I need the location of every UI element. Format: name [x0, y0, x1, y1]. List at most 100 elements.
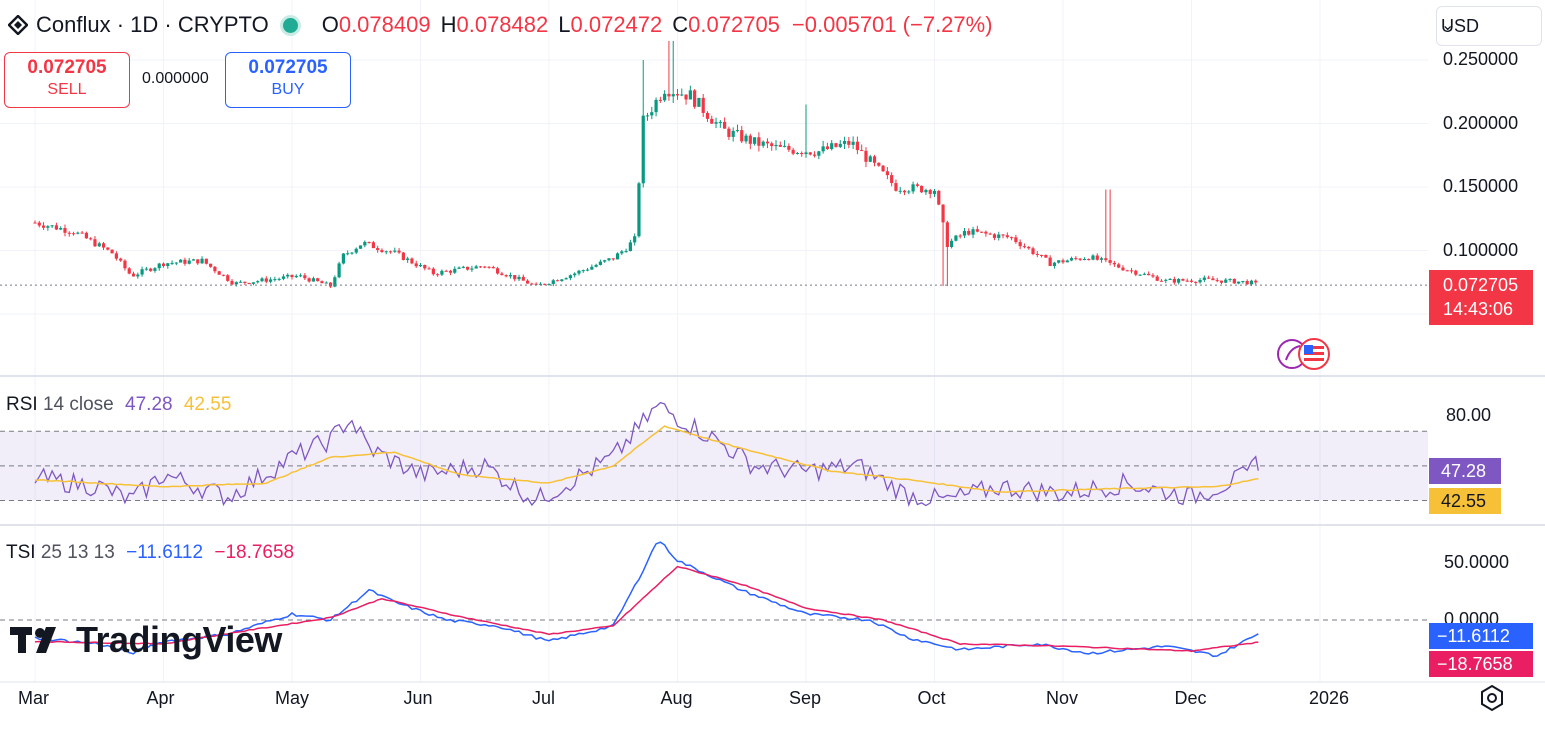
candle — [851, 136, 855, 150]
spread-value: 0.000000 — [142, 70, 209, 87]
candle — [808, 152, 812, 156]
low-value: 0.072472 — [570, 12, 663, 37]
candle — [962, 228, 967, 239]
chevron-down-icon: ⌄ — [1441, 17, 1455, 34]
candle — [436, 273, 440, 277]
candle — [1215, 277, 1219, 283]
candle — [397, 248, 401, 254]
candle — [320, 280, 324, 284]
candle — [324, 281, 328, 284]
candle — [872, 154, 877, 167]
candle — [1117, 262, 1121, 269]
symbol-title[interactable]: Conflux · 1D · CRYPTO — [36, 12, 269, 37]
time-axis-tick: Nov — [1046, 688, 1079, 708]
rsi-axis-tick: 80.00 — [1446, 405, 1492, 425]
candle — [723, 117, 727, 129]
rsi-ma-badge: 42.55 — [1429, 488, 1501, 514]
candle — [1138, 274, 1142, 276]
rsi-legend[interactable]: RSI 14 close 47.28 42.55 — [6, 394, 231, 416]
candle — [1069, 256, 1074, 262]
candle — [911, 181, 915, 194]
rsi-value: 47.28 — [125, 394, 173, 415]
price-axis-tick: 0.100000 — [1443, 239, 1519, 260]
candle — [765, 138, 770, 149]
tradingview-logo[interactable]: TradingView — [10, 619, 282, 660]
candle — [217, 270, 221, 275]
tsi-badge-label: −11.6112 — [1437, 626, 1510, 646]
candle — [67, 231, 71, 237]
candle — [530, 282, 534, 285]
candle — [37, 220, 41, 228]
candle — [727, 126, 731, 140]
candle — [825, 142, 830, 150]
open-value: 0.078409 — [338, 12, 431, 37]
candle — [191, 258, 196, 261]
candle — [487, 266, 491, 269]
candle — [268, 277, 273, 284]
candle — [161, 262, 166, 268]
candle — [1014, 234, 1018, 244]
candle — [149, 267, 153, 272]
candle — [842, 136, 847, 150]
candle — [1245, 279, 1249, 285]
candle — [778, 141, 782, 148]
candle — [333, 275, 337, 288]
candle — [705, 111, 710, 122]
candle — [885, 167, 889, 180]
candle — [594, 263, 598, 268]
candle — [101, 241, 106, 251]
candle — [753, 137, 757, 146]
candle — [513, 275, 517, 282]
candle — [444, 269, 448, 272]
price-axis-tick: 0.200000 — [1443, 112, 1519, 133]
candle — [988, 232, 992, 235]
candle — [731, 127, 735, 142]
candle — [59, 226, 63, 231]
candle — [1065, 259, 1069, 263]
candle — [1104, 189, 1108, 263]
candle — [1078, 257, 1082, 261]
candle — [821, 140, 825, 154]
price-axis-tick: 0.150000 — [1443, 176, 1519, 196]
change-value: −0.005701 (−7.27%) — [791, 12, 993, 37]
candle — [615, 252, 620, 260]
currency-select[interactable]: USD ⌄ — [1436, 6, 1542, 46]
candle — [251, 282, 256, 286]
candle — [945, 220, 949, 287]
candle — [401, 251, 405, 261]
candle — [697, 97, 701, 107]
candle — [440, 269, 444, 277]
tsi-signal-badge: −18.7658 — [1429, 651, 1533, 677]
candle — [1022, 243, 1027, 249]
candle — [247, 282, 251, 285]
high-value: 0.078482 — [456, 12, 549, 37]
candle — [93, 235, 97, 248]
candle — [1091, 254, 1095, 261]
settings-gear-icon[interactable] — [1478, 684, 1506, 712]
sell-button[interactable]: 0.072705 SELL — [4, 52, 130, 108]
candle — [710, 115, 714, 124]
candle — [907, 190, 911, 195]
candle — [380, 248, 384, 253]
candle — [868, 154, 872, 163]
candle — [1151, 273, 1155, 279]
candle — [560, 279, 564, 282]
candle — [890, 172, 894, 187]
candle — [1082, 257, 1087, 261]
tsi-legend[interactable]: TSI 25 13 13 −11.6112 −18.7658 — [6, 542, 294, 564]
buy-button[interactable]: 0.072705 BUY — [225, 52, 351, 108]
rsi-lines — [34, 401, 1259, 508]
candle — [980, 231, 984, 233]
candle — [114, 251, 118, 261]
candle — [144, 266, 148, 271]
buy-price: 0.072705 — [248, 57, 328, 78]
candle — [33, 220, 37, 224]
candle — [992, 233, 997, 241]
candle — [1087, 258, 1091, 261]
candle — [1237, 281, 1241, 285]
candle — [466, 266, 470, 271]
economic-event-icon[interactable] — [1276, 336, 1332, 372]
candle — [877, 162, 881, 167]
candle — [448, 269, 453, 276]
candle — [568, 274, 573, 281]
